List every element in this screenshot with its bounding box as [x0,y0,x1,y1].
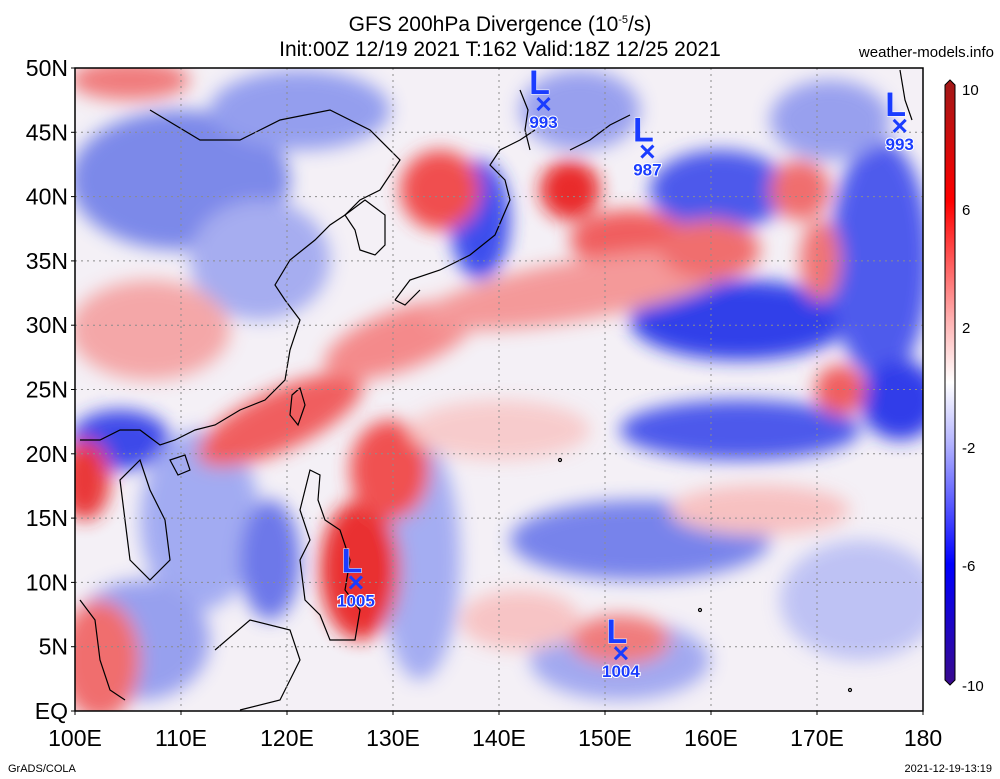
longitude-axis: 100E 110E 120E 130E 140E 150E 160E 170E 180 [48,711,942,751]
longitude-tick-label: 120E [260,725,314,751]
grid-lines [75,68,923,711]
colorbar-tick-label: -10 [962,678,984,695]
low-center-x [640,144,655,159]
colorbar-tick-label: 10 [962,82,979,99]
low-symbol: L [633,112,654,150]
low-pressure-value: 993 [885,135,913,154]
low-pressure-markers: L 993 L 987 L 993 L 1005 L 1004 [336,64,915,683]
low-pressure-value: 993 [529,113,557,132]
colorbar: 10 6 2 -2 -6 -10 [944,79,984,695]
longitude-tick-label: 160E [684,725,738,751]
low-center-x [348,575,363,590]
divergence-field [75,68,923,711]
low-pressure-value: 987 [633,161,661,180]
coastlines [79,69,913,711]
latitude-tick-label: 15N [26,505,68,531]
title-prefix: GFS 200hPa Divergence (10 [348,13,619,36]
longitude-tick-label: 180 [904,725,942,751]
title-suffix: /s) [628,13,652,36]
longitude-tick-label: 100E [48,725,102,751]
latitude-tick-label: 10N [26,569,68,595]
latitude-tick-label: EQ [35,698,68,724]
low-symbol: L [607,613,628,651]
low-center: L 1005 [336,542,376,612]
low-center-x [613,646,628,661]
latitude-tick-label: 35N [26,248,68,274]
title-exponent: -5 [618,14,629,26]
footer-software: GrADS/COLA [8,763,76,775]
latitude-tick-label: 40N [26,184,68,210]
map-title-line1: GFS 200hPa Divergence (10-5/s) [0,8,1000,37]
low-pressure-value: 1005 [337,591,375,610]
low-center: L 993 [528,64,558,133]
low-center-x [892,118,907,133]
longitude-tick-label: 150E [578,725,632,751]
low-symbol: L [529,64,550,102]
longitude-tick-label: 130E [366,725,420,751]
low-center-x [536,96,551,112]
colorbar-tick-label: 6 [962,202,970,219]
latitude-tick-label: 20N [26,441,68,467]
longitude-tick-label: 110E [155,725,207,751]
longitude-tick-label: 140E [472,725,526,751]
latitude-tick-label: 30N [26,312,68,338]
colorbar-tick-label: -6 [962,558,975,575]
latitude-tick-label: 5N [39,634,68,660]
latitude-tick-label: 45N [26,119,68,145]
latitude-tick-label: 50N [26,55,68,81]
colorbar-tick-label: 2 [962,320,970,337]
footer-timestamp: 2021-12-19-13:19 [904,763,992,775]
latitude-axis: EQ 5N 10N 15N 20N 25N 30N 35N 40N 45N 50N [26,55,75,724]
low-center: L 1004 [601,613,641,683]
low-symbol: L [342,542,363,580]
low-pressure-value: 1004 [602,662,640,681]
low-center: L 993 [884,85,914,154]
low-center: L 987 [632,111,662,181]
low-symbol: L [885,86,906,124]
colorbar-bar [944,79,956,686]
colorbar-labels: 10 6 2 -2 -6 -10 [962,82,984,695]
latitude-tick-label: 25N [26,377,68,403]
colorbar-tick-label: -2 [962,440,975,457]
longitude-tick-label: 170E [790,725,844,751]
map-title-line2: Init:00Z 12/19 2021 T:162 Valid:18Z 12/2… [279,38,721,61]
site-credit: weather-models.info [858,44,994,61]
